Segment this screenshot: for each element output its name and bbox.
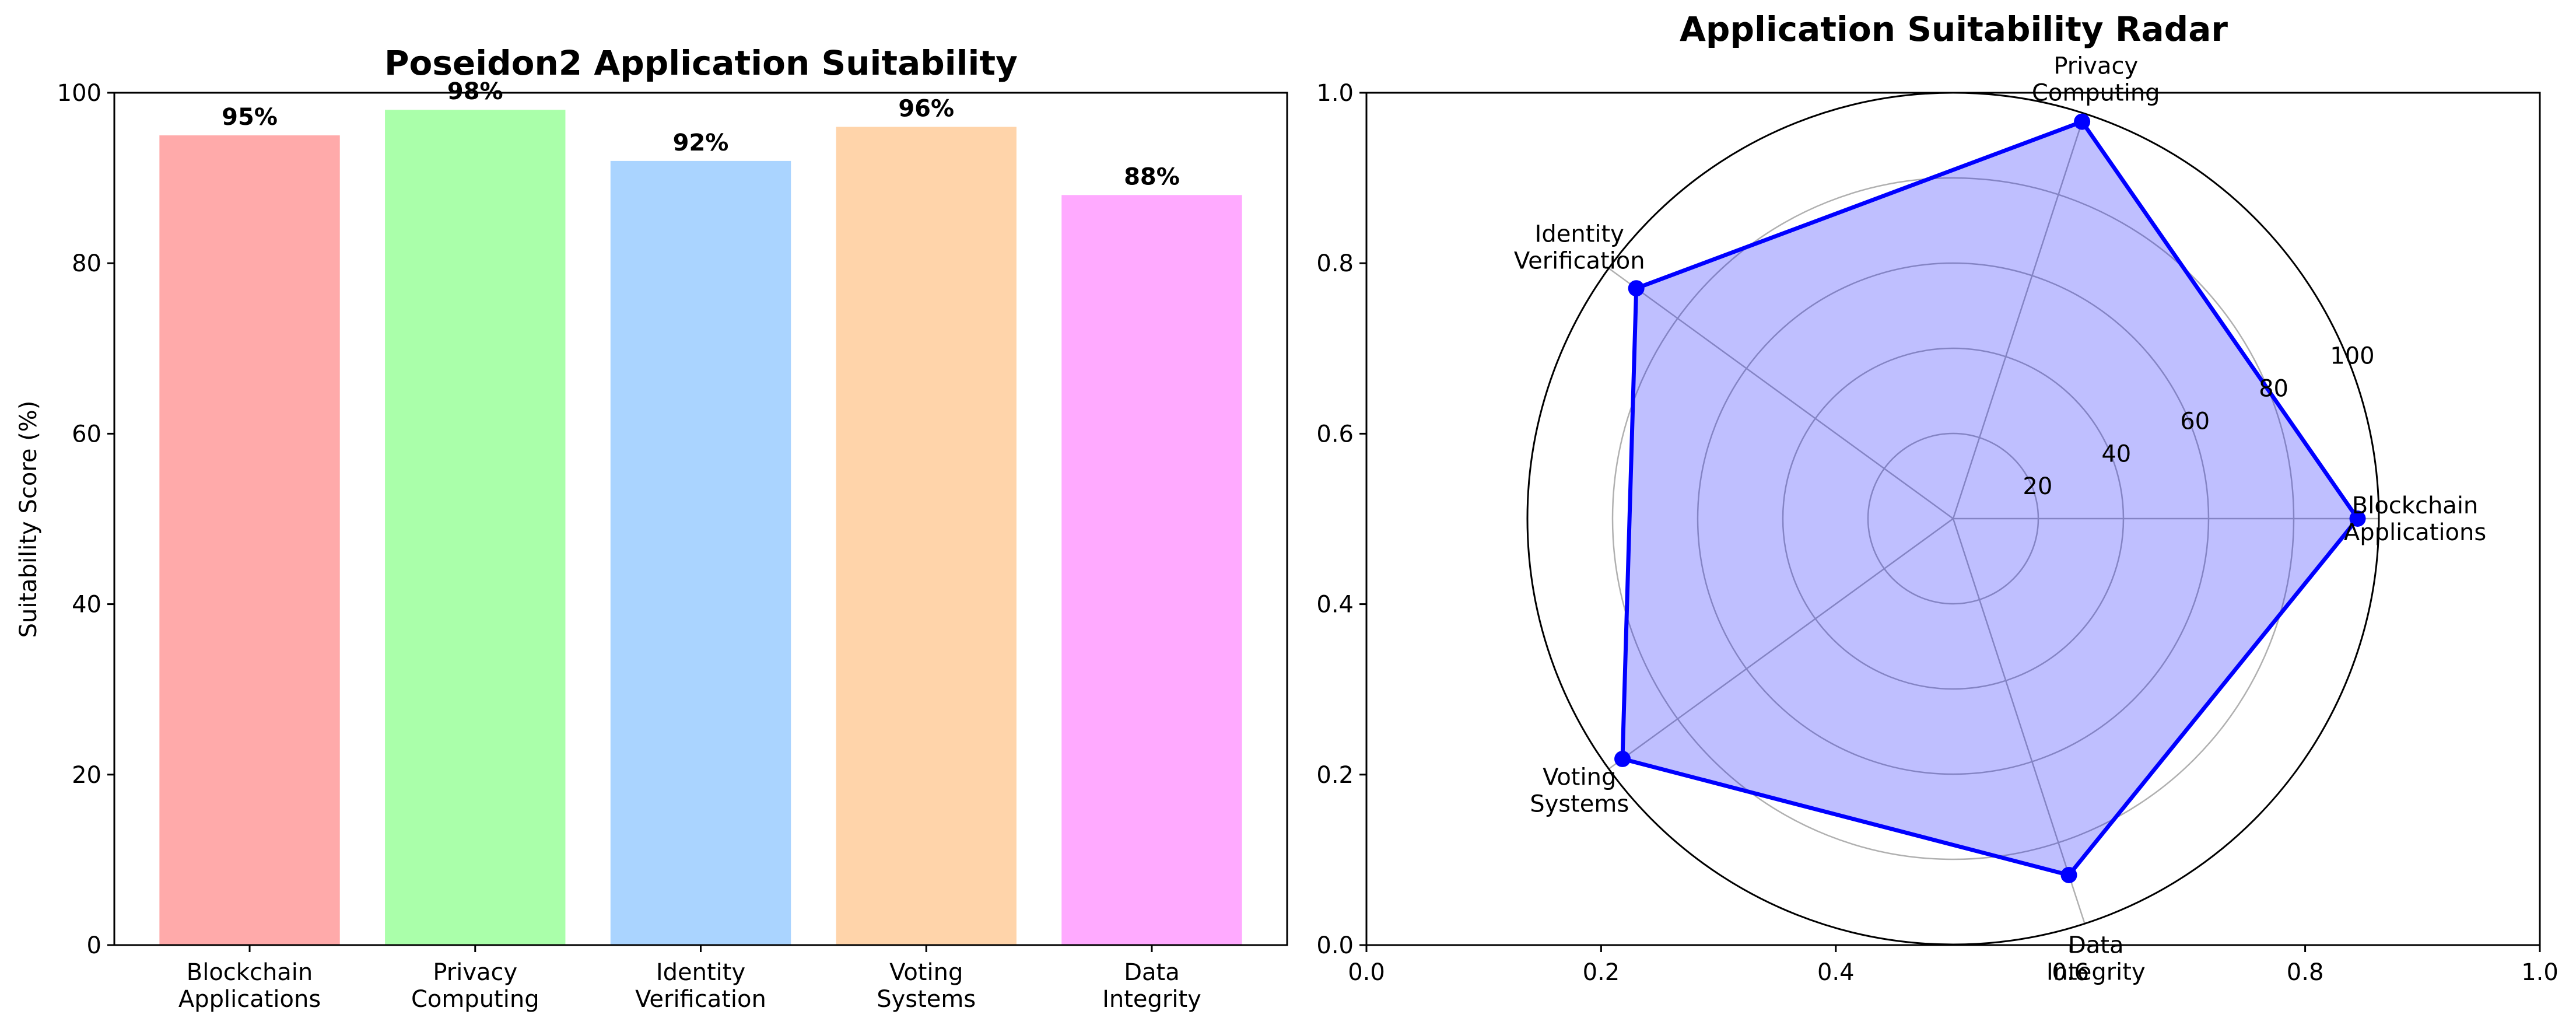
radar-category-label: Blockchain Applications: [2344, 492, 2486, 546]
label-line: Computing: [411, 986, 539, 1013]
bar-chart-title: Poseidon2 Application Suitability: [384, 43, 1018, 83]
bar-value-label: 96%: [898, 95, 954, 122]
label-line: Applications: [2344, 519, 2486, 546]
radar-series: [1614, 113, 2366, 883]
radar-outer-circle: [1526, 92, 2380, 946]
radar-x-tick-label: 0.6: [2052, 959, 2089, 986]
bar-y-tick-label: 100: [57, 80, 101, 107]
bar-x-tick-label: Blockchain Applications: [178, 959, 321, 1013]
radar-radial-ticks: 20 40 60 80 100: [2023, 343, 2374, 500]
label-line: Applications: [178, 986, 321, 1013]
label-line: Privacy: [433, 959, 517, 986]
bar: [1061, 195, 1242, 945]
radar-r-tick-label: 40: [2101, 440, 2131, 467]
bar-y-tick-label: 80: [72, 250, 101, 277]
radar-spoke: [1952, 518, 2086, 924]
label-line: Systems: [1530, 791, 1629, 818]
radar-data-point: [1628, 280, 1645, 297]
bar-y-tick-label: 0: [87, 932, 101, 959]
radar-y-tick-label: 1.0: [1316, 80, 1354, 107]
radar-y-tick-label: 0.0: [1316, 932, 1354, 959]
bar-x-tick-label: Identity Verification: [635, 959, 766, 1013]
radar-category-label: Identity Verification: [1514, 221, 1645, 274]
radar-data-point: [2060, 866, 2077, 883]
bar-x-tick-label: Privacy Computing: [411, 959, 539, 1013]
label-line: Integrity: [1102, 986, 1201, 1013]
radar-x-tick-label: 0.2: [1583, 959, 1620, 986]
radar-x-tick-label: 0.0: [1348, 959, 1385, 986]
bar-value-label: 92%: [673, 130, 729, 156]
radar-spoke: [1952, 113, 2086, 519]
label-line: Integrity: [2046, 958, 2146, 985]
radar-y-tick-label: 0.2: [1316, 762, 1354, 789]
radar-x-tick-label: 0.8: [2287, 959, 2324, 986]
radar-chart-title: Application Suitability Radar: [1680, 9, 2228, 49]
bar-x-axis: Blockchain Applications Privacy Computing Id…: [178, 945, 1201, 1013]
label-line: Voting: [889, 959, 963, 986]
label-line: Identity: [656, 959, 745, 986]
bar: [836, 127, 1017, 946]
bar-y-tick-label: 60: [72, 421, 101, 447]
bar-value-labels: 95% 98% 92% 96% 88%: [222, 78, 1180, 190]
bar-x-tick-label: Data Integrity: [1102, 959, 1201, 1013]
label-line: Data: [2068, 932, 2124, 958]
radar-fill-area: [1622, 121, 2358, 876]
label-line: Computing: [2032, 80, 2160, 107]
label-line: Verification: [635, 986, 766, 1013]
radar-x-tick-label: 1.0: [2521, 959, 2559, 986]
radar-data-point: [2074, 113, 2091, 130]
label-line: Verification: [1514, 247, 1645, 274]
label-line: Systems: [877, 986, 976, 1013]
radar-y-tick-label: 0.8: [1316, 250, 1354, 277]
radar-r-tick-label: 100: [2330, 343, 2374, 370]
bar-value-label: 98%: [447, 78, 503, 105]
bar-y-tick-label: 40: [72, 592, 101, 618]
bar-x-tick-label: Voting Systems: [877, 959, 976, 1013]
bar-y-axis-label: Suitability Score (%): [15, 401, 42, 638]
label-line: Voting: [1543, 764, 1616, 791]
radar-spoke: [1608, 267, 1954, 520]
bar-y-axis: 0 20 40 60 80 100: [57, 80, 114, 959]
label-line: Blockchain: [2352, 492, 2479, 519]
radar-category-label: Privacy Computing: [2032, 53, 2160, 107]
radar-chart: Application Suitability Radar 0.0 0.2 0.4 0…: [1316, 9, 2558, 986]
label-line: Data: [1124, 959, 1180, 986]
label-line: Blockchain: [187, 959, 313, 986]
bar-plot-frame: [113, 92, 1288, 946]
bar: [385, 110, 566, 946]
radar-y-tick-label: 0.4: [1316, 592, 1354, 618]
bar-value-label: 88%: [1124, 163, 1180, 190]
radar-y-tick-label: 0.6: [1316, 421, 1354, 447]
radar-category-label: Voting Systems: [1530, 764, 1629, 818]
label-line: Identity: [1535, 221, 1624, 247]
radar-grid: [1526, 92, 2380, 946]
radar-r-tick-label: 60: [2180, 408, 2210, 435]
radar-x-tick-label: 0.4: [1817, 959, 1855, 986]
radar-category-labels: Blockchain Applications Privacy Computing Id…: [1514, 53, 2486, 986]
radar-category-label: Data Integrity: [2046, 932, 2146, 985]
bar-chart: Poseidon2 Application Suitability 0 20 40 6…: [15, 43, 1288, 1013]
bar-series: [159, 110, 1242, 946]
radar-series-line: [1620, 120, 2360, 877]
bar: [159, 135, 340, 945]
radar-r-tick-label: 80: [2259, 376, 2288, 403]
radar-r-tick-label: 20: [2023, 473, 2052, 500]
radar-data-point: [1614, 750, 1631, 767]
radar-data-point: [2349, 510, 2366, 527]
bar-value-label: 95%: [222, 104, 278, 131]
label-line: Privacy: [2053, 53, 2138, 80]
bar-y-tick-label: 20: [72, 762, 101, 789]
radar-spoke: [1608, 517, 1954, 770]
bar: [610, 160, 791, 945]
